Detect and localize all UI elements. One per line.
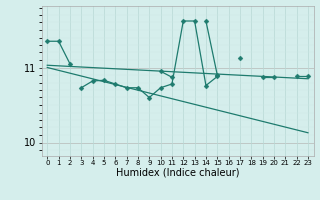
X-axis label: Humidex (Indice chaleur): Humidex (Indice chaleur) [116,168,239,178]
